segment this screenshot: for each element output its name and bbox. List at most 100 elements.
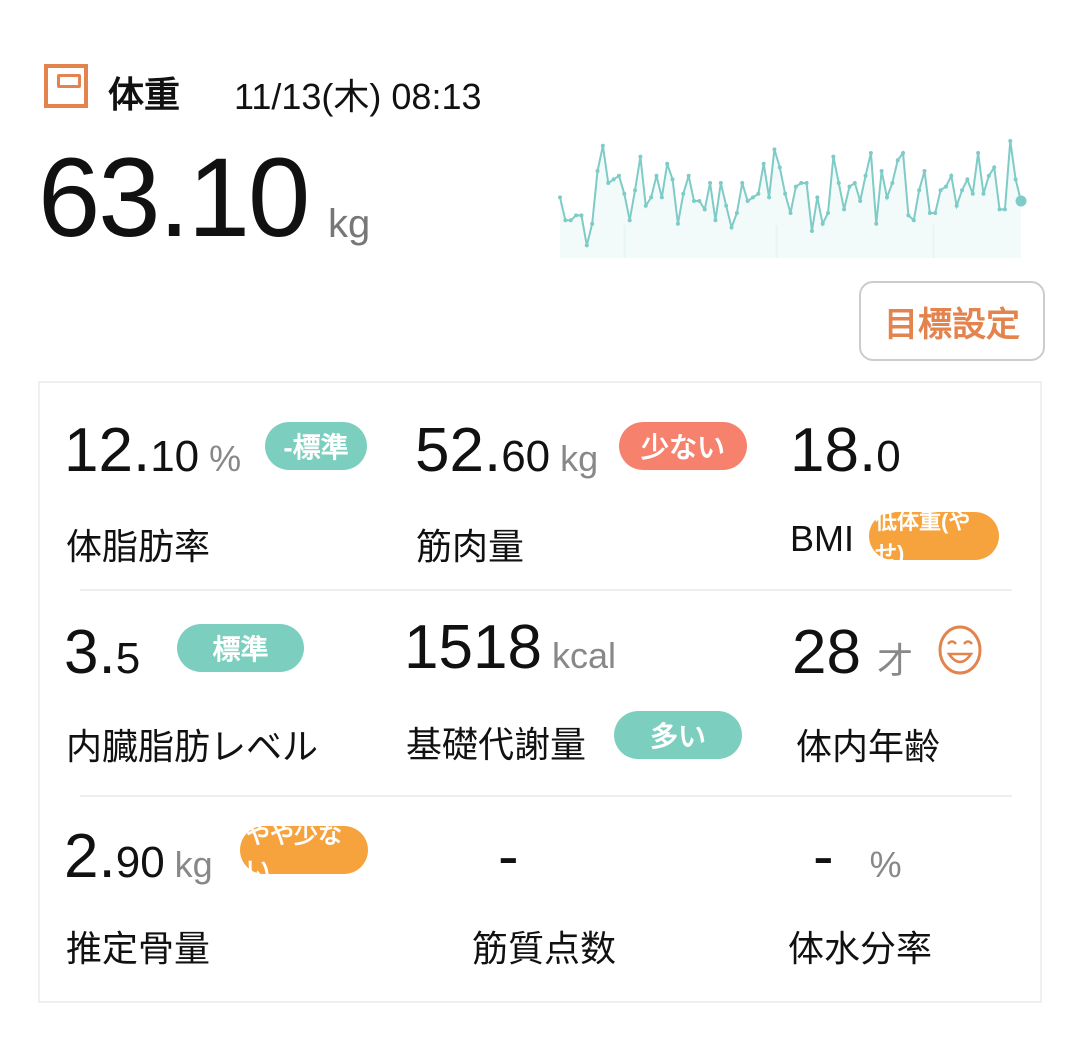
sparkline-point bbox=[879, 169, 884, 173]
smile-face-icon bbox=[938, 625, 982, 675]
sparkline-point bbox=[638, 154, 643, 159]
sparkline-point bbox=[911, 218, 916, 223]
sparkline-point bbox=[836, 181, 841, 185]
basal-metabolism-label: 基礎代謝量 bbox=[406, 724, 587, 765]
sparkline-point bbox=[986, 173, 991, 178]
sparkline-point bbox=[750, 195, 755, 200]
muscle-mass-label: 筋肉量 bbox=[416, 526, 525, 567]
sparkline-point bbox=[895, 158, 900, 163]
page-title: 体重 bbox=[108, 74, 181, 115]
latest-point bbox=[1015, 195, 1027, 207]
bmi-label: BMI bbox=[790, 518, 855, 559]
sparkline-point bbox=[708, 181, 713, 185]
bmi-value: 18.0 bbox=[790, 416, 901, 485]
sparkline-point bbox=[992, 165, 997, 170]
sparkline-point bbox=[884, 195, 889, 200]
sparkline-point bbox=[665, 161, 670, 166]
sparkline-point bbox=[954, 203, 959, 208]
measurement-datetime: 11/13(木) 08:13 bbox=[234, 76, 482, 117]
sparkline-point bbox=[847, 184, 852, 189]
sparkline-point bbox=[788, 211, 793, 215]
sparkline-point bbox=[933, 211, 938, 215]
sparkline-point bbox=[981, 191, 986, 196]
sparkline-point bbox=[858, 199, 863, 203]
sparkline-point bbox=[595, 169, 600, 173]
muscle-mass-badge: 少ない bbox=[619, 422, 747, 470]
body-age-value: 28 才 bbox=[792, 618, 913, 687]
sparkline-point bbox=[568, 218, 573, 223]
sparkline-point bbox=[1008, 139, 1013, 143]
sparkline-point bbox=[724, 203, 729, 208]
sparkline-point bbox=[718, 181, 723, 185]
body-fat-label: 体脂肪率 bbox=[66, 526, 211, 567]
muscle-mass-value: 52.60 kg bbox=[415, 416, 599, 485]
sparkline-point bbox=[949, 173, 954, 178]
weight-unit: kg bbox=[328, 202, 371, 246]
sparkline-point bbox=[611, 177, 616, 182]
sparkline-area bbox=[560, 141, 1021, 258]
sparkline-point bbox=[772, 147, 777, 152]
sparkline-point bbox=[606, 181, 611, 185]
bone-mass-value: 2.90 kg bbox=[64, 822, 213, 891]
sparkline-point bbox=[820, 221, 825, 226]
goal-setting-button[interactable]: 目標設定 bbox=[859, 281, 1045, 361]
sparkline-point bbox=[831, 154, 836, 159]
sparkline-point bbox=[960, 188, 965, 193]
sparkline-point bbox=[917, 188, 922, 193]
sparkline-point bbox=[734, 211, 739, 215]
sparkline-point bbox=[649, 195, 654, 200]
sparkline-point bbox=[558, 195, 562, 200]
sparkline-point bbox=[633, 188, 638, 193]
basal-metabolism-value: 1518 kcal bbox=[404, 613, 616, 682]
bone-mass-label: 推定骨量 bbox=[66, 928, 211, 969]
sparkline-point bbox=[590, 221, 595, 226]
sparkline-point bbox=[713, 218, 718, 223]
basal-metabolism-badge: 多い bbox=[614, 711, 742, 759]
visceral-fat-value: 3.5 bbox=[64, 618, 141, 687]
sparkline-point bbox=[697, 199, 702, 203]
sparkline-point bbox=[804, 181, 809, 185]
sparkline-point bbox=[692, 199, 697, 203]
sparkline-point bbox=[654, 173, 659, 178]
sparkline-point bbox=[777, 165, 782, 170]
sparkline-point bbox=[815, 195, 820, 200]
sparkline-point bbox=[809, 229, 814, 233]
sparkline-point bbox=[584, 243, 589, 248]
sparkline-point bbox=[890, 181, 895, 185]
sparkline-point bbox=[600, 143, 605, 148]
sparkline-point bbox=[938, 188, 943, 193]
body-water-value: -% bbox=[813, 822, 902, 891]
sparkline-point bbox=[826, 211, 831, 215]
sparkline-point bbox=[670, 177, 675, 182]
sparkline-point bbox=[729, 225, 734, 230]
sparkline-point bbox=[842, 207, 847, 212]
weight-value: 63.10 bbox=[38, 135, 310, 260]
sparkline-point bbox=[927, 211, 932, 215]
body-age-label: 体内年齢 bbox=[796, 726, 941, 767]
sparkline-point bbox=[574, 213, 579, 218]
sparkline-point bbox=[970, 191, 975, 196]
sparkline-point bbox=[793, 184, 798, 189]
sparkline-point bbox=[852, 181, 857, 185]
weight-trend-sparkline[interactable] bbox=[555, 130, 1035, 260]
sparkline-point bbox=[922, 169, 927, 173]
muscle-quality-value: - bbox=[498, 822, 519, 891]
sparkline-point bbox=[681, 191, 686, 196]
scale-icon bbox=[44, 64, 88, 108]
sparkline-point bbox=[965, 177, 970, 182]
sparkline-point bbox=[761, 161, 766, 166]
sparkline-point bbox=[659, 195, 664, 200]
sparkline-point bbox=[783, 191, 788, 196]
sparkline-point bbox=[1002, 207, 1007, 212]
sparkline-point bbox=[767, 195, 772, 200]
sparkline-point bbox=[579, 213, 584, 218]
sparkline-point bbox=[675, 221, 680, 226]
sparkline-point bbox=[997, 207, 1002, 212]
visceral-fat-badge: 標準 bbox=[177, 624, 304, 672]
sparkline-point bbox=[906, 213, 911, 218]
body-water-label: 体水分率 bbox=[788, 928, 933, 969]
metrics-card bbox=[38, 381, 1042, 1003]
sparkline-point bbox=[740, 181, 745, 185]
sparkline-point bbox=[976, 151, 981, 155]
sparkline-point bbox=[563, 218, 568, 223]
